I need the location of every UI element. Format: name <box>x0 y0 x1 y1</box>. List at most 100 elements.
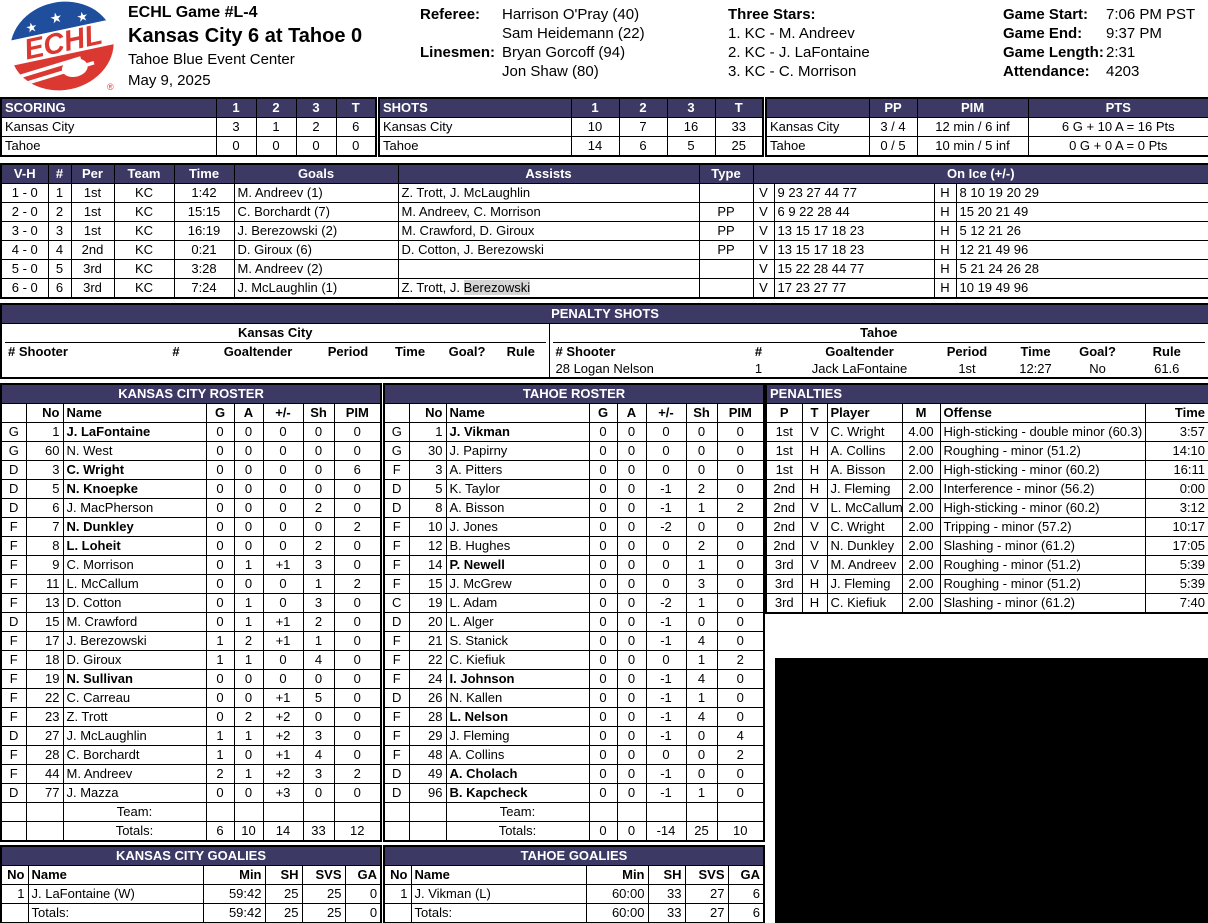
cell: 0 <box>233 422 264 442</box>
cell: 2 <box>716 650 765 670</box>
cell <box>408 802 447 822</box>
cell: 25 <box>301 884 346 904</box>
tahoe-roster-title: TAHOE ROSTER <box>383 383 765 404</box>
position: D <box>383 612 410 632</box>
table-row: D 3 C. Wright 0 0 0 0 6 <box>0 460 382 480</box>
cell: 5 <box>47 259 72 279</box>
cell: 7:24 <box>173 278 235 299</box>
cell: 60:00 <box>585 903 649 923</box>
kc-roster-table: KANSAS CITY ROSTER No Name G A +/- Sh PI… <box>0 383 383 842</box>
cell: 0 <box>262 460 304 480</box>
cell: 0 <box>233 536 264 556</box>
table-row: F 44 M. Andreev 2 1 +2 3 2 <box>0 764 382 784</box>
player-name: L. Adam <box>445 593 590 613</box>
cell: H <box>801 460 828 480</box>
cell: 0 <box>205 707 235 727</box>
table-row: F 9 C. Morrison 0 1 +1 3 0 <box>0 555 382 575</box>
col-ga: GA <box>727 865 765 885</box>
cell: Kansas City <box>0 117 217 137</box>
cell: 0 <box>716 631 765 651</box>
cell: 0 <box>233 574 264 594</box>
cell: 0 <box>262 422 304 442</box>
cell: 0 <box>685 422 718 442</box>
position: F <box>0 593 27 613</box>
position: C <box>383 593 410 613</box>
col-a: A <box>233 403 264 423</box>
cell: 1 <box>233 612 264 632</box>
visitor-on-ice: 17 23 27 77 <box>773 278 935 299</box>
cell: 0 <box>233 669 264 689</box>
player-name: J. McGrew <box>445 574 590 594</box>
cell: 0 <box>205 441 235 461</box>
cell: 1:42 <box>173 183 235 203</box>
cell: 0 <box>616 764 647 784</box>
table-row: Totals: 6 10 14 33 12 <box>0 821 382 842</box>
col-period-2: 2 <box>618 97 668 118</box>
cell: 14 <box>262 821 304 842</box>
table-row: F 8 L. Loheit 0 0 0 2 0 <box>0 536 382 556</box>
cell: 0 <box>302 669 335 689</box>
cell: 2.00 <box>901 536 941 556</box>
col-time: Time <box>1020 344 1051 359</box>
home-on-ice: 8 10 19 20 29 <box>955 183 1208 203</box>
jersey-number: 5 <box>25 479 64 499</box>
col-name: Name <box>62 403 207 423</box>
cell: 0 <box>716 441 765 461</box>
cell: 3rd <box>70 259 115 279</box>
penalized-player: N. Dunkley <box>826 536 903 556</box>
three-stars: Three Stars: 1. KC - M. Andreev 2. KC - … <box>728 5 870 81</box>
table-row: D 96 B. Kapcheck 0 0 -1 1 0 <box>383 783 765 803</box>
cell: 0 <box>616 669 647 689</box>
position: G <box>383 441 410 461</box>
cell <box>698 183 754 203</box>
table-row: D 5 N. Knoepke 0 0 0 0 0 <box>0 479 382 499</box>
col-num: # <box>754 344 763 359</box>
col-pos <box>383 403 410 423</box>
cell: 60:00 <box>585 884 649 904</box>
cell: 0 <box>716 669 765 689</box>
home-on-ice: 10 19 49 96 <box>955 278 1208 299</box>
col-period: Period <box>946 344 988 359</box>
cell: 0 <box>262 536 304 556</box>
cell: KC <box>113 240 175 260</box>
cell: 3 <box>685 574 718 594</box>
player-name: I. Johnson <box>445 669 590 689</box>
cell: +1 <box>262 688 304 708</box>
game-meta: Game Start: 7:06 PM PST Game End: 9:37 PM … <box>1003 5 1195 81</box>
col-period-3: 3 <box>666 97 716 118</box>
table-row: Kansas City 10 7 16 33 <box>378 117 764 137</box>
cell: 1st <box>70 202 115 222</box>
jersey-number: 96 <box>408 783 447 803</box>
cell: 4 <box>685 669 718 689</box>
position: F <box>0 536 27 556</box>
col-period: Period <box>327 344 369 359</box>
cell: +1 <box>262 612 304 632</box>
cell: 12 <box>333 821 382 842</box>
position: F <box>0 764 27 784</box>
attendance-label: Attendance: <box>1003 63 1090 80</box>
col-pos <box>0 403 27 423</box>
cell: 0 / 5 <box>868 136 918 157</box>
linesmen-label: Linesmen: <box>420 44 496 61</box>
visitor-label: V <box>752 278 775 299</box>
table-row: F 10 J. Jones 0 0 -2 0 0 <box>383 517 765 537</box>
cell: 5:39 <box>1144 574 1208 594</box>
jersey-number: 17 <box>25 631 64 651</box>
cell <box>383 802 410 822</box>
cell: H <box>801 441 828 461</box>
table-row: 4 - 0 4 2nd KC 0:21 D. Giroux (6) D. Cotton, J… <box>0 240 1208 260</box>
cell: 0 <box>645 441 687 461</box>
table-row: G 1 J. Vikman 0 0 0 0 0 <box>383 422 765 442</box>
cell: 1st <box>70 183 115 203</box>
cell: 2nd <box>765 479 803 499</box>
cell: 0 <box>205 422 235 442</box>
cell: -2 <box>645 517 687 537</box>
jersey-number: 12 <box>408 536 447 556</box>
player-name: J. Berezowski <box>62 631 207 651</box>
cell: 1 <box>302 631 335 651</box>
cell: 3 <box>47 221 72 241</box>
cell: 2.00 <box>901 441 941 461</box>
cell: -1 <box>645 479 687 499</box>
col-period-1: 1 <box>215 97 257 118</box>
cell: 6 <box>333 460 382 480</box>
